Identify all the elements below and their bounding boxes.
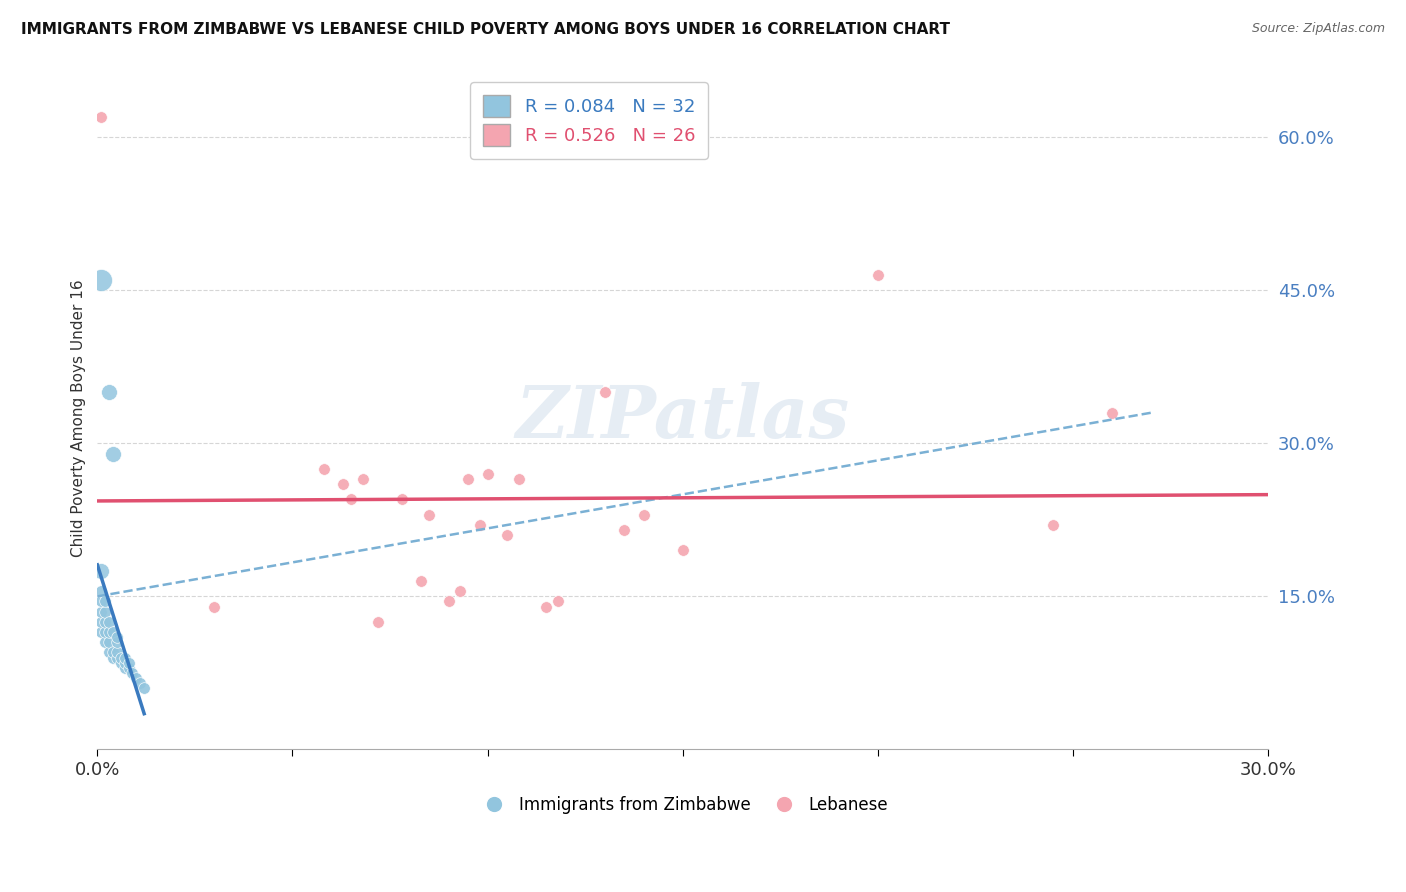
Point [129,676,152,690]
Point [117,661,139,675]
Point [411,574,433,588]
Text: IMMIGRANTS FROM ZIMBABWE VS LEBANESE CHILD POVERTY AMONG BOYS UNDER 16 CORRELATI: IMMIGRANTS FROM ZIMBABWE VS LEBANESE CHI… [21,22,950,37]
Point [312,462,335,476]
Point [101,645,124,659]
Point [593,385,616,400]
Point [202,599,225,614]
Point [90,584,112,599]
Point [437,594,460,608]
Point [1042,518,1064,533]
Point [98,635,121,649]
Point [866,268,889,282]
Point [457,472,479,486]
Point [477,467,499,481]
Point [547,594,569,608]
Point [468,518,491,533]
Point [94,594,117,608]
Point [110,656,132,670]
Point [633,508,655,522]
Point [114,656,136,670]
Point [90,625,112,640]
Point [90,564,112,578]
Point [672,543,695,558]
Text: ZIPatlas: ZIPatlas [516,383,849,453]
Point [496,528,519,542]
Point [101,650,124,665]
Point [90,605,112,619]
Point [98,645,121,659]
Point [332,477,354,491]
Point [114,661,136,675]
Point [98,615,121,629]
Point [418,508,440,522]
Point [1101,406,1123,420]
Point [352,472,374,486]
Point [110,650,132,665]
Point [90,615,112,629]
Point [613,523,636,537]
Point [90,273,112,287]
Point [534,599,557,614]
Point [114,650,136,665]
Point [98,385,121,400]
Legend: Immigrants from Zimbabwe, Lebanese: Immigrants from Zimbabwe, Lebanese [470,789,896,821]
Point [94,615,117,629]
Point [391,492,413,507]
Point [508,472,530,486]
Point [101,446,124,460]
Point [94,625,117,640]
Point [449,584,471,599]
Text: Source: ZipAtlas.com: Source: ZipAtlas.com [1251,22,1385,36]
Point [94,635,117,649]
Point [105,650,128,665]
Point [105,635,128,649]
Point [90,110,112,124]
Point [367,615,389,629]
Point [105,630,128,644]
Y-axis label: Child Poverty Among Boys Under 16: Child Poverty Among Boys Under 16 [72,279,86,557]
Point [134,681,156,696]
Point [105,645,128,659]
Point [90,594,112,608]
Point [121,665,143,680]
Point [94,605,117,619]
Point [117,656,139,670]
Point [340,492,363,507]
Point [125,671,148,685]
Point [98,625,121,640]
Point [101,625,124,640]
